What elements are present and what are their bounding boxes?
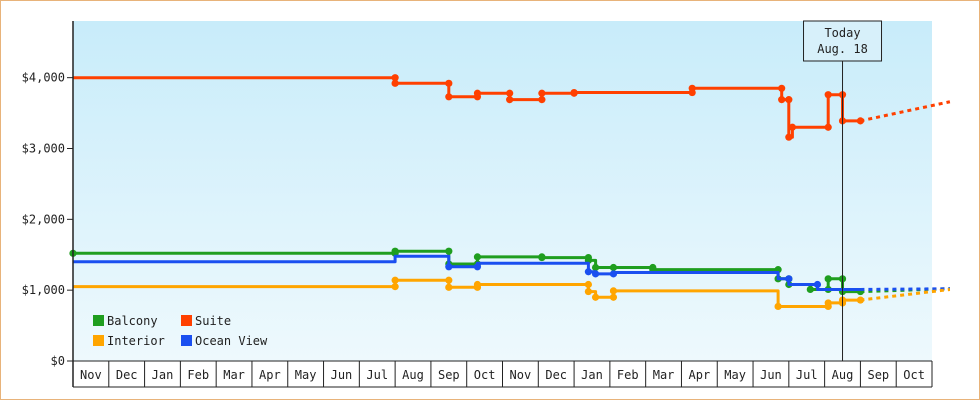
x-tick-label: Dec bbox=[545, 368, 567, 382]
plot-background bbox=[73, 21, 932, 361]
data-point bbox=[788, 123, 797, 131]
x-tick-label: Dec bbox=[116, 368, 138, 382]
data-point bbox=[785, 133, 793, 141]
data-point bbox=[806, 285, 814, 294]
data-point bbox=[473, 253, 482, 261]
x-tick-label: Apr bbox=[259, 368, 281, 382]
data-point bbox=[824, 299, 832, 307]
data-point bbox=[813, 280, 822, 289]
legend-swatch bbox=[93, 315, 104, 326]
series-ocean-view bbox=[73, 254, 950, 291]
x-tick-label: Aug bbox=[402, 368, 424, 382]
y-tick-label: $1,000 bbox=[22, 283, 65, 297]
y-tick-label: $2,000 bbox=[22, 212, 65, 226]
data-point bbox=[445, 93, 453, 101]
x-tick-label: Jan bbox=[152, 368, 174, 382]
data-point bbox=[609, 270, 618, 278]
x-tick-label: Feb bbox=[187, 368, 209, 382]
x-tick-label: Sep bbox=[438, 368, 460, 382]
today-label-box bbox=[803, 20, 883, 62]
data-point bbox=[591, 293, 600, 301]
data-point bbox=[778, 96, 786, 104]
data-point bbox=[445, 283, 453, 291]
data-point bbox=[391, 79, 399, 87]
x-tick-label: Nov bbox=[80, 368, 102, 382]
data-point bbox=[856, 117, 865, 125]
today-label-line: Aug. 18 bbox=[817, 42, 868, 56]
x-tick-label: Nov bbox=[510, 368, 532, 382]
legend: Balcony Suite Interior Ocean View bbox=[93, 314, 268, 348]
x-tick-label: Aug bbox=[832, 368, 854, 382]
x-tick-label: Oct bbox=[903, 368, 925, 382]
legend-label: Suite bbox=[195, 314, 231, 328]
data-point bbox=[824, 275, 832, 283]
x-tick-label: Sep bbox=[867, 368, 889, 382]
series-forecast-line bbox=[860, 287, 950, 291]
data-point bbox=[445, 79, 453, 87]
x-tick-label: May bbox=[295, 368, 317, 382]
x-tick-label: Jul bbox=[366, 368, 388, 382]
data-point bbox=[445, 263, 453, 271]
data-point bbox=[584, 280, 593, 289]
y-tick-label: $3,000 bbox=[22, 142, 65, 156]
data-point bbox=[609, 263, 618, 272]
axis-layer: $0 $1,000 $2,000 $3,000 $4,000 Nov Dec Jan Feb Ma… bbox=[22, 21, 933, 388]
x-tick-label: Jun bbox=[331, 368, 353, 382]
data-point bbox=[856, 296, 865, 304]
data-point bbox=[688, 84, 696, 92]
data-point bbox=[473, 263, 482, 271]
data-point bbox=[774, 302, 782, 311]
data-point bbox=[824, 123, 832, 131]
data-point bbox=[824, 91, 832, 99]
series-forecast-line bbox=[860, 287, 951, 302]
legend-label: Ocean View bbox=[195, 334, 268, 348]
today-marker: Today Aug. 18 bbox=[803, 20, 883, 361]
series-layer bbox=[69, 74, 951, 311]
series-line bbox=[73, 76, 861, 139]
data-point bbox=[445, 247, 453, 255]
data-point bbox=[785, 275, 793, 283]
data-point bbox=[785, 96, 793, 104]
x-tick-label: Jun bbox=[760, 368, 782, 382]
data-point bbox=[538, 96, 546, 104]
x-tick-label: Jan bbox=[581, 368, 603, 382]
data-point bbox=[473, 280, 482, 289]
data-point bbox=[391, 247, 399, 255]
x-tick-label: Apr bbox=[689, 368, 711, 382]
data-point bbox=[584, 268, 593, 276]
data-point bbox=[538, 89, 546, 97]
x-tick-label: Mar bbox=[653, 368, 675, 382]
legend-swatch bbox=[181, 335, 192, 346]
data-point bbox=[609, 293, 618, 301]
x-tick-label: Jul bbox=[796, 368, 818, 382]
data-point bbox=[445, 276, 453, 284]
data-point bbox=[473, 89, 482, 97]
x-tick-label: Oct bbox=[474, 368, 496, 382]
today-label-line: Today bbox=[824, 26, 860, 40]
data-point bbox=[591, 270, 600, 278]
x-tick-label: Mar bbox=[223, 368, 245, 382]
data-point bbox=[391, 276, 399, 284]
data-point bbox=[778, 84, 786, 92]
y-tick-label: $0 bbox=[51, 354, 65, 368]
legend-label: Interior bbox=[107, 334, 165, 348]
data-point bbox=[538, 253, 546, 262]
data-point bbox=[584, 287, 593, 296]
legend-label: Balcony bbox=[107, 314, 158, 328]
data-point bbox=[391, 283, 399, 291]
data-point bbox=[570, 88, 578, 97]
x-tick-label: Feb bbox=[617, 368, 639, 382]
data-point bbox=[506, 89, 514, 97]
legend-swatch bbox=[93, 335, 104, 346]
x-tick-label: May bbox=[724, 368, 746, 382]
data-point bbox=[591, 263, 600, 272]
data-point bbox=[609, 287, 618, 295]
legend-swatch bbox=[181, 315, 192, 326]
data-point bbox=[506, 96, 514, 104]
data-point bbox=[391, 74, 399, 82]
y-tick-label: $4,000 bbox=[22, 71, 65, 85]
